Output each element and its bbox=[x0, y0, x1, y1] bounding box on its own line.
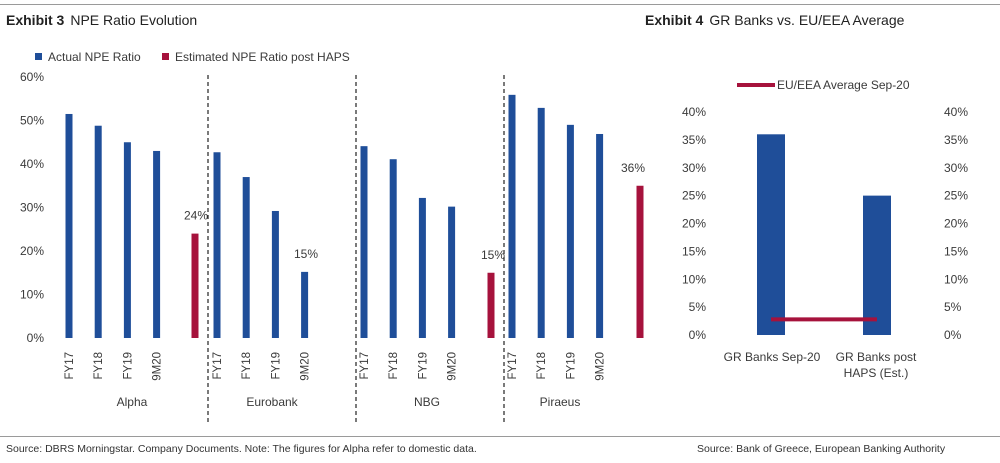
x-tick-label: FY18 bbox=[241, 352, 253, 380]
bar-estimated bbox=[487, 272, 495, 338]
bar-actual bbox=[94, 125, 102, 338]
y-tick-label-right: 40% bbox=[944, 105, 968, 119]
npe-ratio-chart: Actual NPE Ratio Estimated NPE Ratio post… bbox=[20, 50, 645, 422]
bar-actual bbox=[566, 124, 574, 338]
y-tick-label: 30% bbox=[20, 201, 44, 215]
group-label: Piraeus bbox=[540, 395, 581, 409]
bar-actual bbox=[596, 133, 604, 338]
x-tick-label: FY19 bbox=[122, 352, 134, 380]
y-tick-label-left: 40% bbox=[682, 105, 706, 119]
y-tick-label: 40% bbox=[20, 157, 44, 171]
y-tick-label-right: 0% bbox=[944, 328, 962, 342]
legend-swatch-actual bbox=[35, 53, 42, 60]
x-tick-label: 9M20 bbox=[300, 352, 312, 381]
y-tick-label: 0% bbox=[27, 331, 45, 345]
data-label-estimated: 36% bbox=[621, 161, 645, 175]
y-tick-label: 20% bbox=[20, 244, 44, 258]
bottom-rule bbox=[0, 436, 1000, 437]
bar-actual bbox=[360, 146, 368, 338]
bar-estimated bbox=[191, 233, 199, 338]
bar-actual bbox=[65, 113, 73, 338]
bar-actual bbox=[301, 271, 309, 338]
y-tick-label-right: 20% bbox=[944, 217, 968, 231]
x-category-label: HAPS (Est.) bbox=[844, 366, 909, 380]
bar-actual bbox=[271, 210, 279, 338]
legend-swatch-estimated bbox=[162, 53, 169, 60]
bar-actual bbox=[537, 107, 545, 338]
top-rule bbox=[0, 4, 1000, 5]
y-tick-label-left: 15% bbox=[682, 244, 706, 258]
bar-gr-banks bbox=[757, 134, 785, 335]
x-tick-label: 9M20 bbox=[447, 352, 459, 381]
exhibit3-number: Exhibit 3 bbox=[6, 12, 65, 28]
bar-actual bbox=[213, 152, 221, 338]
bar-actual bbox=[242, 177, 250, 338]
data-label-estimated: 15% bbox=[294, 247, 318, 261]
bar-actual bbox=[418, 197, 426, 338]
x-tick-label: FY17 bbox=[64, 352, 76, 380]
y-tick-label: 50% bbox=[20, 114, 44, 128]
y-tick-label-left: 10% bbox=[682, 272, 706, 286]
x-tick-label: FY19 bbox=[417, 352, 429, 380]
x-tick-label: FY19 bbox=[565, 352, 577, 380]
x-tick-label: FY17 bbox=[212, 352, 224, 380]
y-tick-label-left: 20% bbox=[682, 217, 706, 231]
group-label: NBG bbox=[414, 395, 440, 409]
y-tick-label-right: 10% bbox=[944, 272, 968, 286]
group-label: Alpha bbox=[117, 395, 148, 409]
data-label-estimated: 15% bbox=[481, 248, 505, 262]
y-tick-label-left: 0% bbox=[689, 328, 707, 342]
x-tick-label: FY18 bbox=[93, 352, 105, 380]
y-tick-label-right: 30% bbox=[944, 161, 968, 175]
y-tick-label-left: 35% bbox=[682, 133, 706, 147]
group-label: Eurobank bbox=[246, 395, 298, 409]
x-tick-label: 9M20 bbox=[595, 352, 607, 381]
bar-actual bbox=[508, 94, 516, 339]
bar-estimated bbox=[636, 185, 644, 338]
exhibit3-header: Exhibit 3 NPE Ratio Evolution bbox=[6, 12, 197, 28]
y-tick-label-left: 30% bbox=[682, 161, 706, 175]
bar-actual bbox=[153, 150, 161, 338]
exhibit4-number: Exhibit 4 bbox=[645, 12, 704, 28]
y-tick-label-right: 5% bbox=[944, 300, 962, 314]
y-tick-label-left: 5% bbox=[689, 300, 707, 314]
y-tick-label-right: 15% bbox=[944, 244, 968, 258]
exhibit4-title: GR Banks vs. EU/EEA Average bbox=[709, 12, 905, 28]
exhibit3-source: Source: DBRS Morningstar. Company Docume… bbox=[6, 443, 477, 455]
y-tick-label-right: 25% bbox=[944, 189, 968, 203]
data-label-estimated: 24% bbox=[184, 209, 208, 223]
bar-actual bbox=[123, 142, 131, 338]
bar-gr-banks bbox=[863, 195, 891, 335]
gr-vs-eu-chart: EU/EEA Average Sep-20 0% 5% 10% 15% 20% 25% 30%… bbox=[682, 78, 968, 380]
legend-label-eu-average: EU/EEA Average Sep-20 bbox=[777, 78, 910, 92]
y-tick-label-left: 25% bbox=[682, 189, 706, 203]
bar-actual bbox=[448, 206, 456, 338]
y-tick-label: 60% bbox=[20, 70, 44, 84]
y-tick-label-right: 35% bbox=[944, 133, 968, 147]
x-tick-label: FY18 bbox=[388, 352, 400, 380]
y-tick-label: 10% bbox=[20, 288, 44, 302]
x-category-label: GR Banks Sep-20 bbox=[724, 350, 821, 364]
exhibit4-source: Source: Bank of Greece, European Banking… bbox=[697, 443, 946, 455]
bar-actual bbox=[389, 159, 397, 338]
legend-label-actual: Actual NPE Ratio bbox=[48, 50, 141, 64]
legend-label-estimated: Estimated NPE Ratio post HAPS bbox=[175, 50, 350, 64]
x-tick-label: FY18 bbox=[536, 352, 548, 380]
exhibit4-header: Exhibit 4 GR Banks vs. EU/EEA Average bbox=[645, 12, 904, 28]
x-category-label: GR Banks post bbox=[836, 350, 917, 364]
exhibit3-title: NPE Ratio Evolution bbox=[70, 12, 198, 28]
x-tick-label: 9M20 bbox=[152, 352, 164, 381]
x-tick-label: FY17 bbox=[507, 352, 519, 380]
x-tick-label: FY19 bbox=[270, 352, 282, 380]
x-tick-label: FY17 bbox=[359, 352, 371, 380]
